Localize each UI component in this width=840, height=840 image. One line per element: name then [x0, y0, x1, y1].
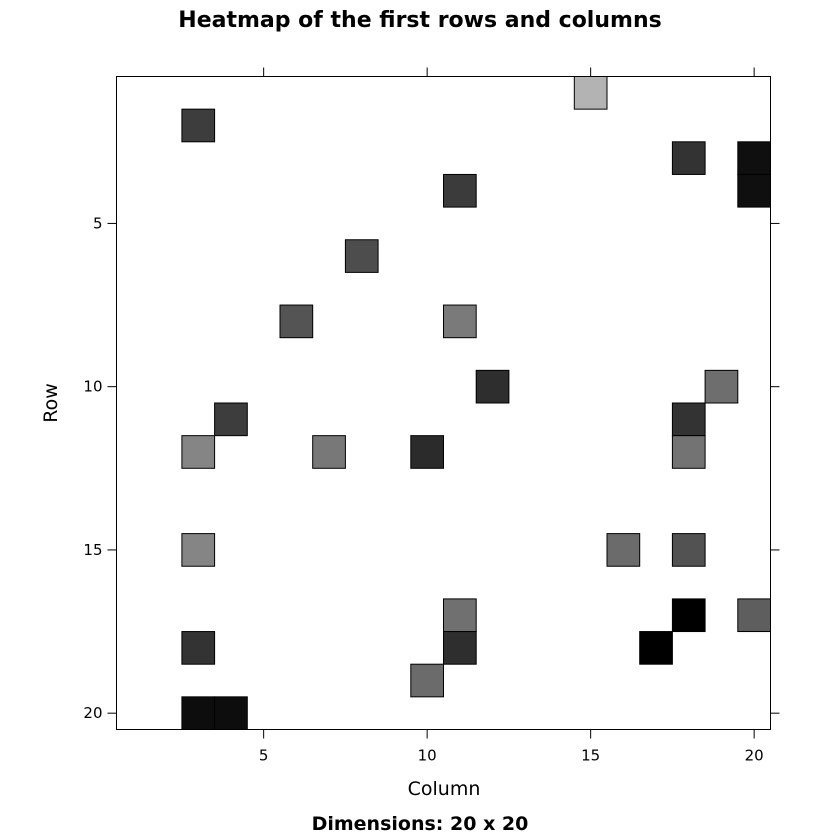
- heatmap-cell-r3-c20: [737, 141, 771, 175]
- heatmap-cell-r15-c16: [606, 533, 641, 567]
- x-tick-label-5: 5: [259, 747, 269, 765]
- x-axis-label: Column: [408, 778, 481, 800]
- heatmap-cell-r17-c20: [737, 598, 771, 633]
- heatmap-cell-r17-c11: [443, 598, 477, 633]
- heatmap-cell-r11-c4: [214, 402, 248, 437]
- heatmap-cell-r18-c3: [181, 631, 216, 665]
- heatmap-cell-r6-c8: [344, 239, 379, 273]
- heatmap-cell-r18-c11: [443, 631, 477, 665]
- heatmap-cell-r15-c18: [671, 533, 706, 567]
- heatmap-cell-r20-c3: [181, 696, 216, 730]
- heatmap-cell-r20-c4: [214, 696, 248, 730]
- heatmap-cell-r17-c18: [671, 598, 706, 633]
- heatmap-cell-r12-c18: [671, 435, 706, 469]
- y-tick-label-5: 5: [93, 214, 103, 232]
- chart-subtitle: Dimensions: 20 x 20: [312, 813, 529, 835]
- heatmap-cell-r3-c18: [671, 141, 706, 175]
- heatmap-cell-r8-c6: [279, 304, 314, 339]
- y-axis-label: Row: [40, 383, 62, 423]
- heatmap-cell-r4-c11: [443, 173, 477, 208]
- heatmap-cell-r15-c3: [181, 533, 216, 567]
- heatmap-cell-r19-c10: [410, 663, 444, 698]
- heatmap-cell-r4-c20: [737, 173, 771, 208]
- x-tick-label-20: 20: [745, 747, 764, 765]
- heatmap-cell-r12-c3: [181, 435, 216, 469]
- x-tick-label-15: 15: [581, 747, 600, 765]
- x-tick-label-10: 10: [418, 747, 437, 765]
- heatmap-cells: [181, 76, 771, 730]
- y-tick-label-10: 10: [83, 378, 102, 396]
- heatmap-cell-r10-c12: [475, 369, 510, 404]
- y-tick-label-20: 20: [83, 704, 102, 722]
- heatmap-cell-r8-c11: [443, 304, 477, 339]
- heatmap-cell-r18-c17: [639, 631, 673, 665]
- heatmap-cell-r12-c7: [312, 435, 346, 469]
- heatmap-cell-r12-c10: [410, 435, 444, 469]
- chart-title: Heatmap of the first rows and columns: [178, 8, 661, 33]
- axis-ticks: 5 10 15 20 5 10 15 20: [83, 67, 780, 765]
- heatmap-cell-r10-c19: [704, 369, 739, 404]
- heatmap-cell-r2-c3: [181, 108, 216, 143]
- y-tick-label-15: 15: [83, 541, 102, 559]
- heatmap-cell-r1-c15: [573, 76, 608, 110]
- heatmap-cell-r11-c18: [671, 402, 706, 437]
